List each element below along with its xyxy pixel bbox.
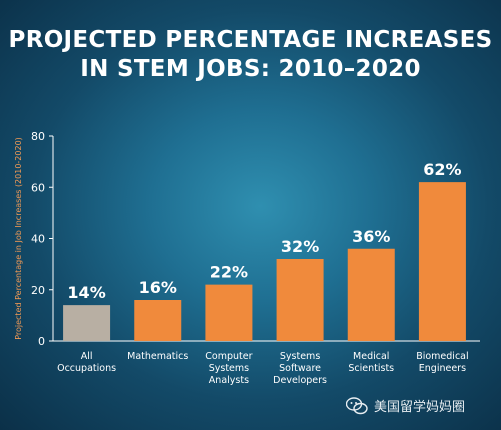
category-label: Biomedical [416, 351, 468, 362]
category-label: Scientists [348, 363, 394, 374]
data-label: 36% [352, 227, 390, 246]
data-label: 16% [139, 278, 177, 297]
wechat-icon [346, 396, 368, 414]
category-label: Mathematics [127, 351, 188, 362]
bar [134, 300, 182, 341]
category-label: Systems [209, 363, 249, 374]
category-label: All [81, 351, 93, 362]
bar [205, 284, 253, 341]
bar [347, 248, 395, 341]
category-label: Computer [205, 351, 252, 362]
category-label: Medical [353, 351, 389, 362]
bar [418, 182, 466, 341]
chart-title-line-2: IN STEM JOBS: 2010–2020 [80, 56, 421, 82]
bar [276, 259, 324, 341]
watermark: 美国留学妈妈圈 [346, 396, 465, 415]
y-tick-label: 80 [31, 130, 45, 143]
y-tick-label: 20 [31, 284, 45, 297]
category-label: Systems [280, 351, 320, 362]
y-tick-label: 0 [38, 335, 45, 348]
chart-title-line-1: PROJECTED PERCENTAGE INCREASES [8, 27, 493, 53]
y-tick-label: 40 [31, 233, 45, 246]
data-label: 32% [281, 237, 319, 256]
category-label: Developers [273, 375, 327, 386]
category-label: Analysts [209, 375, 249, 386]
data-label: 22% [210, 263, 248, 282]
data-label: 14% [67, 283, 105, 302]
category-label: Occupations [57, 363, 116, 374]
category-label: Engineers [419, 363, 466, 374]
chart-title: PROJECTED PERCENTAGE INCREASES IN STEM J… [0, 26, 501, 84]
y-tick-label: 60 [31, 181, 45, 194]
bar [63, 305, 111, 341]
watermark-text: 美国留学妈妈圈 [374, 400, 466, 415]
data-label: 62% [423, 160, 461, 179]
category-label: Software [279, 363, 321, 374]
y-axis-title: Projected Percentage in Job Increases (2… [14, 137, 23, 340]
